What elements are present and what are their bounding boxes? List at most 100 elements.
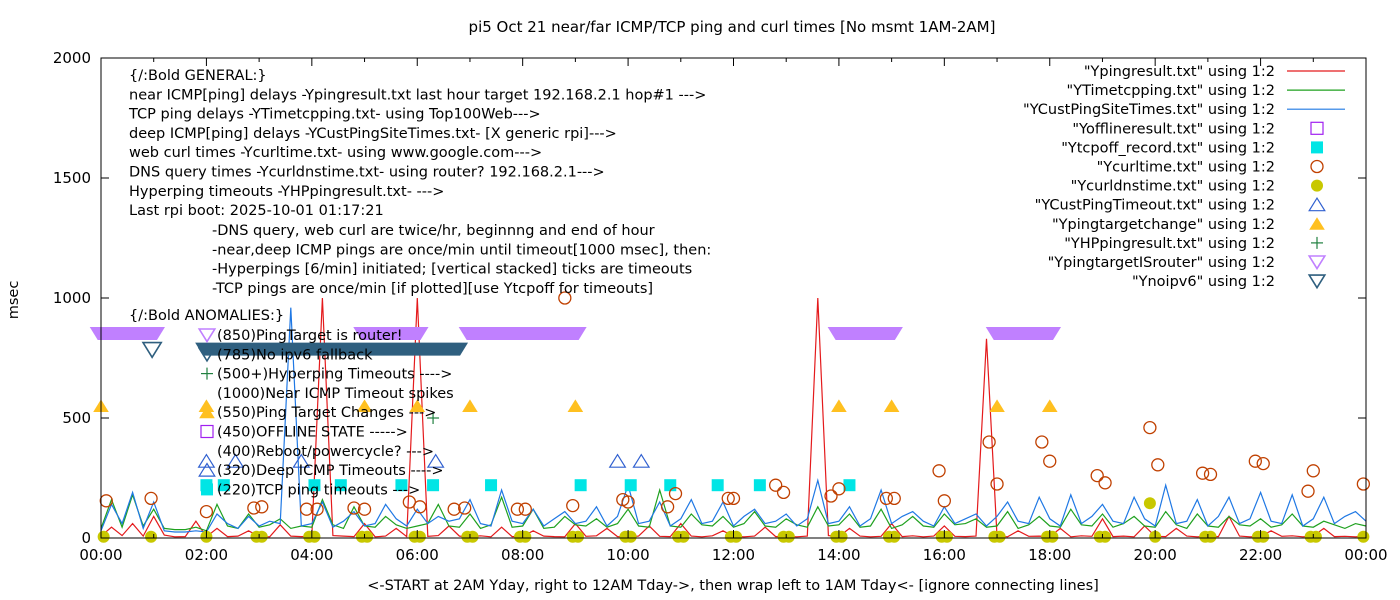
data-point — [879, 491, 894, 506]
anomaly-marker-icon — [201, 367, 213, 380]
legend: "Ypingresult.txt" using 1:2 "YTimetcpping… — [1023, 64, 1345, 290]
data-point — [664, 479, 677, 492]
marker-band — [353, 327, 429, 340]
anomaly-line: (220)TCP ping timeouts ---> — [217, 482, 420, 498]
anomaly-marker-icon — [199, 405, 215, 419]
annotations: {/:Bold GENERAL:} near ICMP[ping] delays … — [128, 68, 711, 498]
legend-marker-swatch — [1310, 121, 1324, 135]
annotation-general-line: TCP ping delays -YTimetcpping.txt- using… — [128, 107, 541, 123]
annotation-general-line: Last rpi boot: 2025-10-01 01:17:21 — [129, 203, 384, 219]
annotation-note-line: -Hyperpings [6/min] initiated; [vertical… — [212, 262, 692, 278]
anomaly-line: (1000)Near ICMP Timeout spikes — [217, 386, 454, 402]
data-point — [357, 502, 372, 516]
legend-marker-swatch — [1311, 236, 1323, 249]
legend-marker-swatch — [1309, 217, 1325, 230]
y-tick-label: 1500 — [53, 169, 91, 187]
data-point — [726, 491, 741, 506]
data-point — [1256, 456, 1270, 471]
chart-title: pi5 Oct 21 near/far ICMP/TCP ping and cu… — [469, 18, 996, 36]
data-point — [1195, 466, 1210, 480]
data-point — [982, 435, 996, 449]
data-point — [574, 479, 587, 492]
marker-band — [985, 327, 1062, 340]
data-point — [255, 500, 269, 514]
data-point — [198, 399, 215, 412]
data-point — [937, 494, 951, 508]
legend-label: "Ycurltime.txt" using 1:2 — [1097, 160, 1275, 176]
data-point — [832, 482, 846, 496]
x-tick-label: 10:00 — [606, 546, 649, 564]
annotation-general-line: near ICMP[ping] delays -Ypingresult.txt … — [129, 87, 706, 103]
x-tick-label: 04:00 — [290, 546, 333, 564]
data-point — [141, 341, 163, 359]
marker-band — [458, 327, 587, 340]
data-point — [347, 501, 361, 515]
data-point — [835, 530, 848, 543]
anomaly-line: (550)Ping Target Changes ---> — [217, 405, 436, 421]
data-point — [255, 530, 268, 543]
anomaly-marker-icon — [201, 483, 213, 496]
data-point — [932, 464, 946, 478]
y-axis-label: msec — [6, 281, 22, 320]
x-tick-label: 00:00 — [79, 546, 122, 564]
legend-label: "Ypingtargetchange" using 1:2 — [1052, 217, 1275, 233]
data-point — [217, 479, 230, 492]
anomaly-line: (785)No ipv6 fallback — [217, 347, 373, 363]
data-point — [413, 500, 427, 514]
data-point — [299, 502, 314, 516]
data-point — [1035, 435, 1049, 449]
data-point — [427, 412, 440, 424]
data-point — [518, 502, 532, 516]
x-tick-label: 12:00 — [712, 546, 755, 564]
legend-label: "YpingtargetISrouter" using 1:2 — [1048, 255, 1275, 271]
data-point — [1043, 454, 1057, 468]
legend-marker-swatch — [1310, 159, 1324, 174]
data-point — [1357, 530, 1370, 543]
x-tick-label: 18:00 — [1028, 546, 1071, 564]
data-point — [782, 530, 795, 543]
data-point — [361, 530, 374, 543]
data-point — [447, 502, 461, 516]
data-point — [776, 485, 791, 500]
data-point — [1143, 420, 1157, 435]
series-line-1 — [100, 487, 1367, 532]
data-point — [621, 495, 635, 509]
x-tick-label: 06:00 — [396, 546, 439, 564]
data-point — [1099, 530, 1112, 543]
data-point — [1301, 484, 1315, 498]
anomaly-marker-icon — [200, 424, 214, 439]
data-point — [883, 399, 900, 412]
series-points-6 — [427, 412, 440, 424]
data-point — [413, 530, 426, 543]
x-tick-label: 08:00 — [501, 546, 544, 564]
data-point — [426, 453, 445, 468]
data-point — [97, 530, 110, 543]
data-point — [668, 486, 683, 501]
legend-marker-swatch — [1307, 255, 1327, 271]
data-point — [145, 530, 158, 543]
data-point — [566, 498, 580, 513]
data-point — [485, 479, 498, 492]
series-points-8 — [141, 341, 469, 359]
data-point — [519, 530, 532, 543]
data-point — [308, 530, 321, 543]
data-point — [99, 494, 113, 508]
legend-label: "YCustPingTimeout.txt" using 1:2 — [1035, 198, 1275, 214]
legend-label: "Yofflineresult.txt" using 1:2 — [1072, 121, 1275, 137]
annotation-note-line: -TCP pings are once/min [if plotted][use… — [212, 281, 653, 297]
series-points-4 — [197, 453, 651, 468]
data-point — [1309, 530, 1322, 543]
data-point — [1151, 458, 1165, 472]
series-points-1 — [200, 479, 856, 492]
x-tick-label: 20:00 — [1134, 546, 1177, 564]
legend-marker-swatch — [1307, 274, 1327, 290]
anomaly-marker-icon — [197, 347, 217, 363]
x-tick-label: 14:00 — [817, 546, 860, 564]
annotation-general-line: Hyperping timeouts -YHPpingresult.txt- -… — [129, 184, 444, 200]
data-point — [1306, 464, 1320, 478]
data-point — [940, 530, 953, 543]
y-tick-label: 2000 — [53, 49, 91, 67]
annotation-general-line: web curl times -Ycurltime.txt- using www… — [129, 145, 542, 161]
data-point — [711, 479, 724, 492]
